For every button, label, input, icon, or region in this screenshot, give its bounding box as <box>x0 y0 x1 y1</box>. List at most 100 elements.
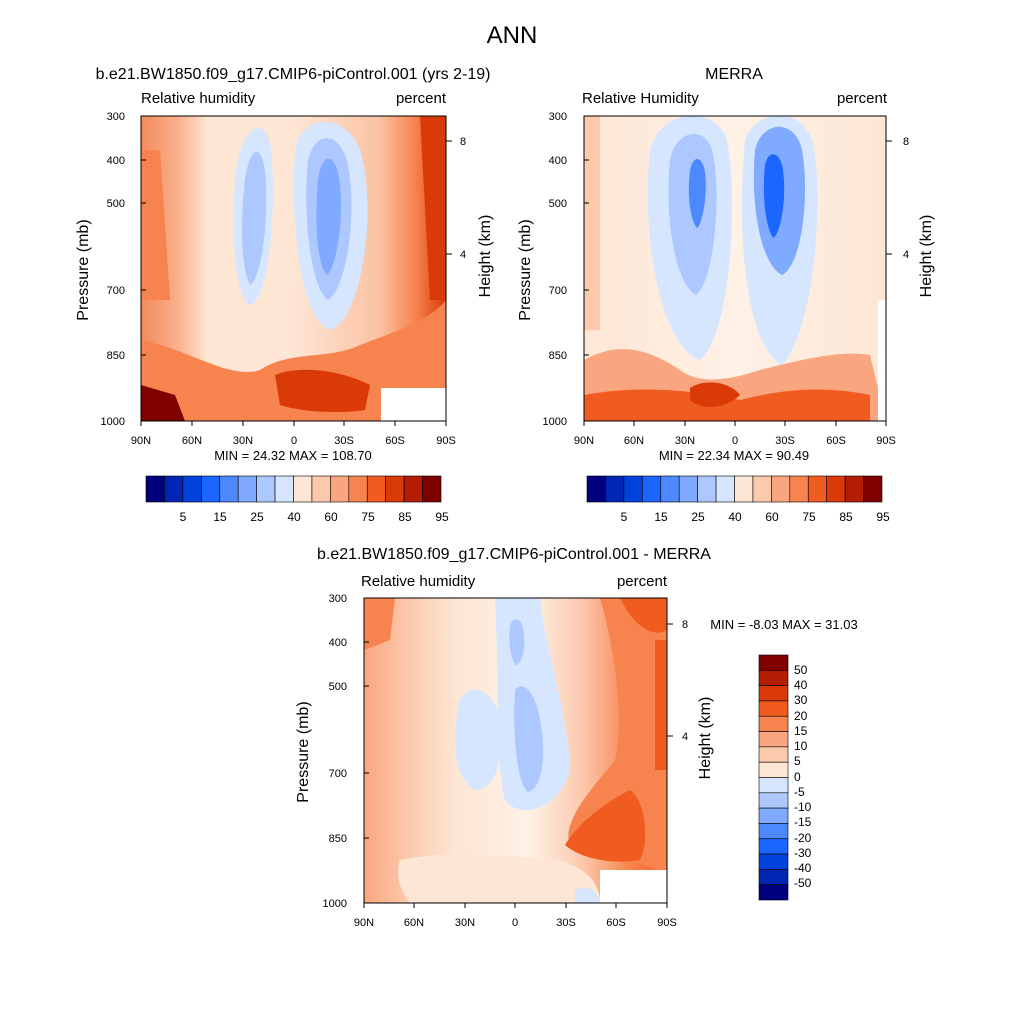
min-max-text: MIN = 22.34 MAX = 90.49 <box>659 448 809 463</box>
contour-south-column <box>655 640 667 770</box>
contour-dry-tropics-inner <box>514 686 544 792</box>
field-label: Relative humidity <box>141 90 256 107</box>
y-tick-label: 500 <box>549 198 567 210</box>
y-axis-right-label: Height (km) <box>477 215 494 298</box>
colorbar-swatch <box>660 475 680 503</box>
y-tick-label: 300 <box>107 111 125 123</box>
height-tick-label: 8 <box>460 136 466 148</box>
colorbar-swatch <box>734 475 754 503</box>
colorbar-label: 85 <box>839 510 853 524</box>
panel-difference: b.e21.BW1850.f09_g17.CMIP6-piControl.001… <box>295 546 858 929</box>
y-tick-label: 850 <box>549 350 567 362</box>
colorbar-swatch <box>758 853 789 870</box>
colorbar-swatch <box>385 475 405 503</box>
height-tick-label: 4 <box>682 731 688 743</box>
colorbar-swatch <box>642 475 662 503</box>
colorbar-swatch <box>678 475 698 503</box>
field-label: Relative Humidity <box>582 90 699 107</box>
colorbar-label: -50 <box>794 876 812 890</box>
colorbar-label: 25 <box>250 510 264 524</box>
colorbar-swatch <box>623 475 643 503</box>
colorbar-swatch <box>145 475 165 503</box>
height-tick-label: 8 <box>903 136 909 148</box>
colorbar-swatch <box>605 475 625 503</box>
colorbar-swatch <box>758 838 789 855</box>
figure-title: ANN <box>487 22 538 49</box>
contour-north-moist <box>364 598 395 650</box>
colorbar-label: -30 <box>794 846 812 860</box>
contour-surface-tropics <box>275 369 370 413</box>
colorbar-label: 0 <box>794 770 801 784</box>
x-tick-label: 90S <box>657 917 677 929</box>
colorbar-label: 50 <box>794 663 808 677</box>
height-tick-label: 8 <box>682 619 688 631</box>
x-axis: 90N 60N 30N 0 30S 60S 90S <box>131 421 456 447</box>
x-axis: 90N 60N 30N 0 30S 60S 90S <box>574 421 896 447</box>
y-axis-label: Pressure (mb) <box>517 219 534 320</box>
contour-dry-upper <box>509 619 525 665</box>
colorbar-swatch <box>807 475 827 503</box>
x-tick-label: 30S <box>556 917 576 929</box>
units-label: percent <box>837 90 888 107</box>
contour-moist-north <box>141 150 170 300</box>
colorbar-label: 10 <box>794 739 808 753</box>
contour-dry-north-inner <box>242 151 267 285</box>
y-tick-label: 300 <box>329 593 347 605</box>
field-label: Relative humidity <box>361 573 476 590</box>
colorbar <box>145 475 442 503</box>
colorbar-swatch <box>758 869 789 885</box>
y-axis-label: Pressure (mb) <box>295 701 312 802</box>
colorbar-swatch <box>758 731 789 748</box>
y-axis-right-label: Height (km) <box>697 697 714 780</box>
colorbar-label: 40 <box>728 510 742 524</box>
y-tick-label: 700 <box>329 768 347 780</box>
colorbar-swatch <box>758 715 789 732</box>
colorbar-swatch <box>758 685 789 702</box>
contour-dry-north-core <box>688 158 706 228</box>
x-tick-label: 30N <box>675 435 695 447</box>
colorbar-swatch <box>422 475 442 503</box>
y-tick-label: 1000 <box>543 416 567 428</box>
colorbar-swatch <box>366 475 386 503</box>
x-tick-label: 0 <box>512 917 518 929</box>
contour-south-moist <box>568 598 667 870</box>
x-tick-label: 90N <box>574 435 594 447</box>
colorbar-swatch <box>164 475 184 503</box>
colorbar-label: -10 <box>794 800 812 814</box>
y-tick-label: 700 <box>549 285 567 297</box>
x-tick-label: 30S <box>334 435 354 447</box>
y-tick-label: 700 <box>107 285 125 297</box>
colorbar-label: 40 <box>287 510 301 524</box>
colorbar-swatch <box>715 475 735 503</box>
y-axis-pressure: 300 400 500 700 850 1000 Pressure (mb) <box>295 593 369 910</box>
colorbar-swatch <box>826 475 846 503</box>
colorbar-label: 60 <box>324 510 338 524</box>
colorbar-label: 5 <box>180 510 187 524</box>
contour-dry-south-core <box>316 158 341 275</box>
min-max-text: MIN = 24.32 MAX = 108.70 <box>214 448 372 463</box>
colorbar-label: 15 <box>213 510 227 524</box>
colorbar-label: 20 <box>794 709 808 723</box>
colorbar-label: 15 <box>654 510 668 524</box>
colorbar-labels: 50 40 30 20 15 10 5 0 -5 -10 -15 -20 -30… <box>794 663 812 890</box>
y-tick-label: 500 <box>107 198 125 210</box>
x-tick-label: 60N <box>624 435 644 447</box>
x-tick-label: 90N <box>354 917 374 929</box>
y-axis-height: 8 4 Height (km) <box>886 136 935 297</box>
contour-boundary-layer <box>141 300 446 421</box>
height-tick-label: 4 <box>460 249 466 261</box>
panel-model: b.e21.BW1850.f09_g17.CMIP6-piControl.001… <box>75 66 494 524</box>
colorbar-swatch <box>758 654 789 671</box>
colorbar-swatch <box>237 475 257 503</box>
colorbar-swatch <box>758 823 789 840</box>
y-axis-pressure: 300 400 500 700 850 1000 Pressure (mb) <box>517 111 589 428</box>
colorbar-label: -5 <box>794 785 805 799</box>
y-tick-label: 300 <box>549 111 567 123</box>
units-label: percent <box>617 573 668 590</box>
colorbar <box>586 475 883 503</box>
contour-surface-north <box>141 385 185 421</box>
colorbar-label: 95 <box>435 510 449 524</box>
colorbar-swatch <box>219 475 239 503</box>
y-tick-label: 400 <box>549 155 567 167</box>
colorbar-label: -20 <box>794 831 812 845</box>
